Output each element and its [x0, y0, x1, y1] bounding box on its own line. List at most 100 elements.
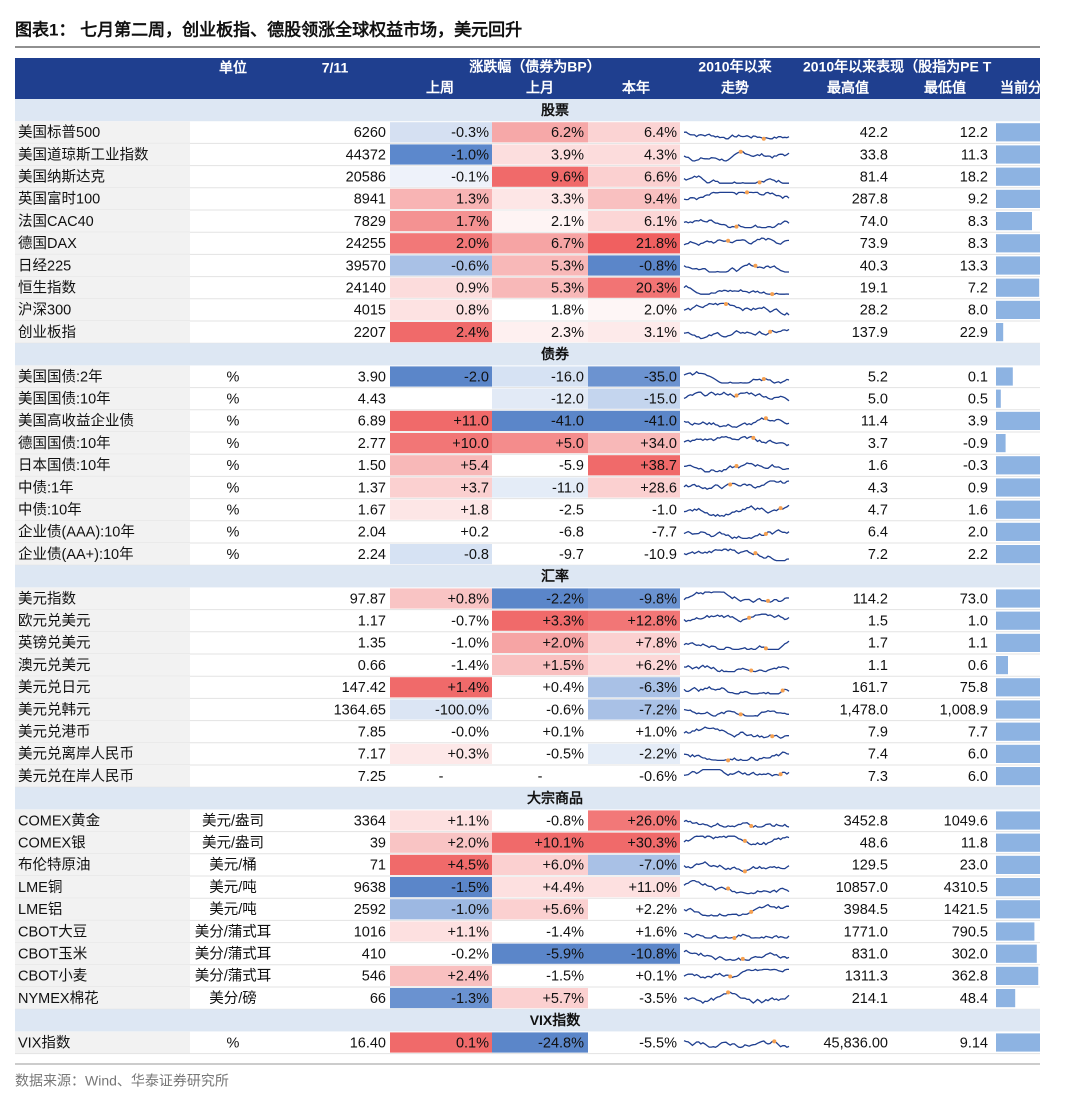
cell: 3.90: [358, 369, 386, 385]
cell: 73.0: [960, 591, 988, 607]
heat-cell: [588, 299, 680, 320]
cell: -0.9: [963, 436, 988, 452]
cell: 161.7: [852, 680, 888, 696]
cell: 790.5: [952, 924, 988, 940]
cell: 3.9: [968, 414, 988, 430]
trend-dot: [763, 531, 768, 536]
cell: -0.3: [963, 458, 988, 474]
trend-line: [683, 328, 790, 340]
current-bar: [996, 944, 1037, 963]
cell: 美元/盎司: [202, 835, 264, 852]
cell: -0.3%: [451, 125, 489, 141]
cell: 4.3%: [644, 147, 677, 163]
trend-line: [684, 932, 790, 939]
cell: 42.2: [860, 125, 888, 141]
cell: 6.1%: [644, 214, 677, 230]
trend-dot: [763, 646, 768, 651]
cell: 欧元兑美元: [18, 613, 91, 630]
cell: 10857.0: [836, 880, 888, 896]
heat-cell: [492, 632, 588, 653]
cell: 1.7: [868, 636, 888, 652]
trend-dot: [734, 393, 739, 398]
heat-cell: [588, 877, 680, 898]
trend-line: [683, 548, 790, 562]
name-bg: [15, 720, 190, 743]
cell: 0.5: [968, 392, 988, 408]
cell: +6.2%: [635, 658, 677, 674]
cell: +1.8: [460, 503, 489, 519]
cell: +30.3%: [627, 836, 677, 852]
heat-cell: [492, 233, 588, 254]
cell: +4.5%: [447, 858, 489, 874]
heat-cell: [588, 322, 680, 343]
cell: +11.0: [453, 414, 489, 430]
cell: +0.8%: [447, 591, 489, 607]
heat-cell: [588, 943, 680, 964]
trend-dot: [747, 615, 752, 620]
heat-cell: [492, 943, 588, 964]
heat-cell: [492, 721, 588, 742]
name-bg: [15, 765, 190, 788]
heat-cell: [492, 588, 588, 609]
heat-cell: [390, 699, 492, 720]
cell: +5.7%: [542, 991, 584, 1007]
cell: 英镑兑美元: [18, 634, 91, 652]
heat-cell: [588, 854, 680, 875]
cell: 7.2: [868, 547, 888, 563]
heat-cell: [390, 188, 492, 209]
heat-cell: [390, 433, 492, 454]
heat-cell: [492, 1032, 588, 1053]
heat-cell: [492, 477, 588, 498]
heat-cell: [588, 277, 680, 298]
cell: 布伦特原油: [18, 857, 91, 874]
heat-cell: [390, 122, 492, 143]
cell: 24140: [346, 281, 386, 297]
trend-line: [683, 903, 790, 917]
current-bar: [996, 811, 1040, 830]
cell: %: [227, 1035, 240, 1051]
cell: +1.1%: [447, 813, 489, 829]
cell: 0.9: [968, 480, 988, 496]
trend-dot: [770, 734, 775, 739]
section-title: 债券: [541, 346, 570, 362]
header-cell: 走势: [721, 80, 749, 96]
cell: +38.7: [640, 458, 677, 474]
cell: 1016: [354, 924, 386, 940]
cell: 1311.3: [845, 969, 888, 985]
cell: CBOT大豆: [18, 923, 87, 940]
heat-cell: [588, 211, 680, 232]
cell: 1,008.9: [940, 702, 988, 718]
heat-cell: [492, 899, 588, 920]
trend-dot: [749, 668, 754, 673]
current-bar: [996, 966, 1039, 985]
heat-cell: [390, 1032, 492, 1053]
heat-cell: [390, 233, 492, 254]
cell: 11.8: [961, 836, 988, 852]
current-bar: [996, 744, 1040, 763]
heat-cell: [588, 1032, 680, 1053]
heat-cell: [390, 832, 492, 853]
cell: 28.2: [860, 303, 888, 319]
cell: 9.2: [968, 192, 988, 208]
cell: -1.4%: [546, 924, 584, 940]
cell: -9.8%: [639, 591, 677, 607]
cell: 11.4: [861, 414, 888, 430]
cell: 9.4%: [644, 192, 677, 208]
cell: 英国富时100: [18, 190, 100, 208]
heat-cell: [588, 544, 680, 565]
heat-cell: [492, 677, 588, 698]
trend-dot: [726, 990, 731, 995]
current-bar: [996, 522, 1040, 541]
heat-cell: [492, 699, 588, 720]
cell: 1.6: [968, 503, 988, 519]
cell: -0.1%: [451, 170, 489, 186]
cell: 7.25: [358, 769, 386, 785]
trend-line: [683, 504, 790, 518]
cell: -1.0%: [451, 636, 489, 652]
trend-line: [683, 819, 790, 828]
name-bg: [15, 365, 190, 388]
cell: 1771.0: [844, 924, 888, 940]
heat-cell: [588, 433, 680, 454]
cell: 美元兑韩元: [18, 701, 91, 718]
